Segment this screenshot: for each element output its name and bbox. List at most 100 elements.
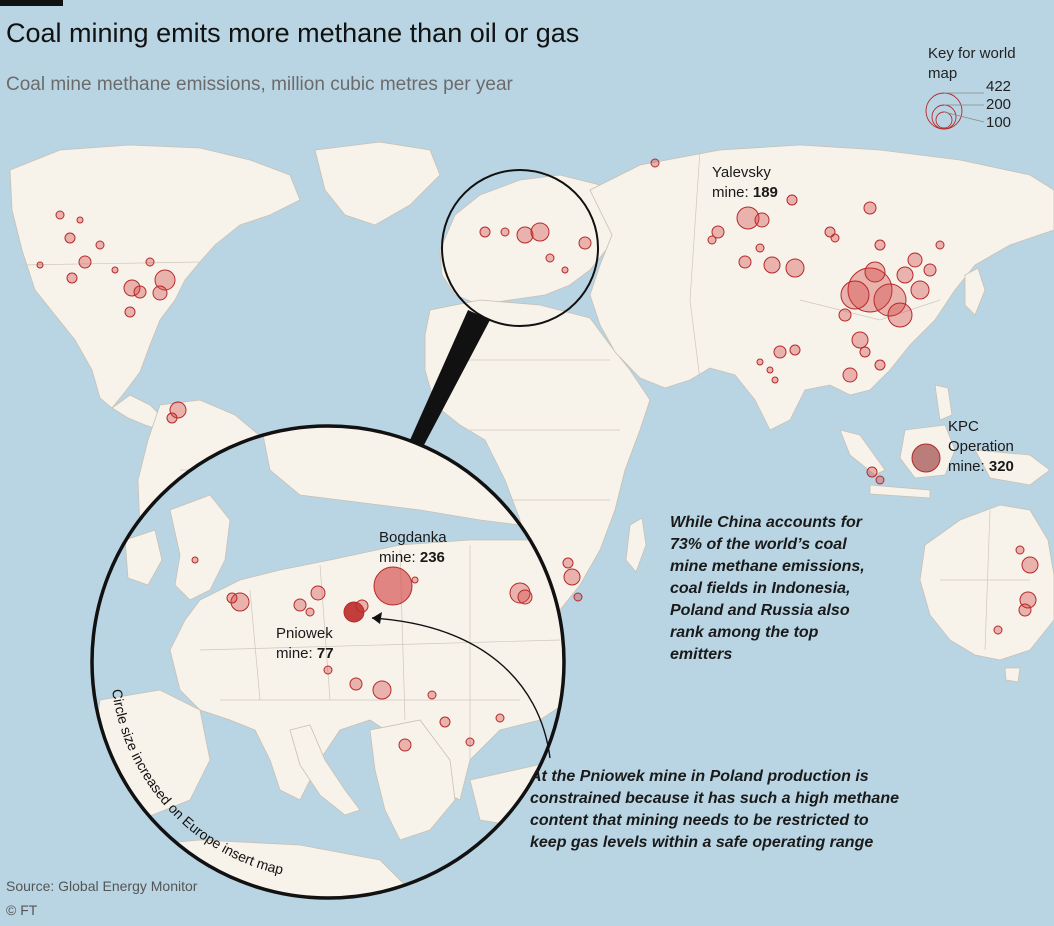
- africa-land: [424, 299, 651, 611]
- bubble-us-5: [78, 255, 92, 269]
- key-circles: [925, 92, 985, 130]
- bubble-china-4: [887, 302, 913, 328]
- bubble-us-9: [124, 306, 136, 318]
- new-guinea-land: [974, 449, 1051, 486]
- ft-top-bar: [0, 0, 63, 6]
- bubble-us-7: [95, 240, 105, 250]
- bubble-russia-5: [786, 194, 798, 206]
- bubble-us-1: [154, 269, 176, 291]
- bubble-myanmar-1: [842, 367, 858, 383]
- pniowek-value: 77: [316, 645, 334, 662]
- bubble-sa-2: [562, 557, 574, 569]
- bubble-china-1: [847, 267, 893, 313]
- insert-italy-land: [289, 724, 361, 816]
- bubble-russia-12: [755, 243, 765, 253]
- bubble-insert-19: [411, 576, 419, 584]
- bubble-insert-12: [349, 677, 363, 691]
- bubble-russia-8: [763, 256, 781, 274]
- bubble-insert-16: [495, 713, 505, 723]
- bubble-china-2: [873, 283, 907, 317]
- bubble-india-3: [766, 366, 774, 374]
- pniowek-prefix: mine:: [276, 645, 317, 662]
- bubble-indonesia-2: [866, 466, 878, 478]
- europe-focus-circle: [441, 169, 599, 327]
- yalevsky-prefix: mine:: [712, 184, 753, 201]
- bubble-insert-9: [509, 582, 531, 604]
- java-land: [869, 484, 931, 499]
- insert-uk-land: [169, 494, 231, 601]
- bubble-india-5: [756, 358, 764, 366]
- madagascar-land: [625, 517, 647, 573]
- greenland-land: [314, 141, 441, 226]
- bubble-europe-3: [479, 226, 491, 238]
- bubble-russia-2: [754, 212, 770, 228]
- insert-balkans-land: [369, 719, 456, 841]
- bogdanka-value: 236: [419, 549, 445, 566]
- bubble-us-13: [36, 261, 44, 269]
- page-title: Coal mining emits more methane than oil …: [6, 18, 580, 48]
- kpc-name-1: KPC: [948, 418, 979, 435]
- bubble-insert-13: [398, 738, 412, 752]
- bubble-insert-18: [427, 690, 437, 700]
- japan-land: [964, 267, 986, 316]
- bubble-aus-1: [1021, 556, 1039, 574]
- kpc-label: KPC Operation mine: 320: [948, 417, 1014, 477]
- insert-borders: [199, 545, 561, 760]
- bubble-insert-14: [439, 716, 451, 728]
- bubble-china-14: [830, 233, 840, 243]
- bubble-russia-4: [707, 235, 717, 245]
- bubble-us-10: [55, 210, 65, 220]
- bubble-india-4: [771, 376, 779, 384]
- bubble-insert-17: [323, 665, 333, 675]
- pniowek-arrow-line: [371, 617, 551, 759]
- bubble-insert-10: [517, 589, 533, 605]
- bubble-europe-6: [545, 253, 555, 263]
- insert-emission-bubbles: [191, 556, 533, 752]
- key-value-200: 200: [986, 96, 1012, 113]
- bubble-insert-7: [310, 585, 326, 601]
- bubble-yalevsky: [736, 206, 760, 230]
- china-note-line: rank among the top: [670, 624, 819, 641]
- bubble-us-11: [76, 216, 84, 224]
- china-note-line: While China accounts for: [670, 514, 863, 531]
- bubble-insert-3: [355, 599, 369, 613]
- bubble-sa-3: [573, 592, 583, 602]
- insert-frame-circle: [90, 424, 566, 900]
- bubble-insert-4: [230, 592, 250, 612]
- pniowek-arrow-head: [372, 612, 382, 624]
- bubble-insert-5: [226, 592, 238, 604]
- bubble-us-12: [111, 266, 119, 274]
- bubble-europe-1: [516, 226, 534, 244]
- china-note-line: 73% of the world’s coal: [670, 536, 847, 553]
- china-note-line: emitters: [670, 646, 733, 663]
- tasmania-land: [1004, 667, 1021, 683]
- bubble-insert-8: [305, 607, 315, 617]
- bubble-us-8: [64, 232, 76, 244]
- bubble-aus-4: [993, 625, 1003, 635]
- bubble-europe-7: [561, 266, 569, 274]
- china-note-line: coal fields in Indonesia,: [670, 580, 851, 597]
- bubble-aus-5: [1015, 545, 1025, 555]
- bubble-aus-3: [1018, 603, 1032, 617]
- bubble-china-7: [907, 252, 923, 268]
- europe-land: [439, 174, 621, 306]
- bubble-vietnam-1: [874, 359, 886, 371]
- world-emission-bubbles: [36, 158, 1039, 635]
- bubble-insert-15: [465, 737, 475, 747]
- key-value-422: 422: [986, 78, 1012, 95]
- land-masses: [9, 141, 1054, 736]
- bubble-us-14: [145, 257, 155, 267]
- bubble-china-12: [910, 280, 930, 300]
- pniowek-note-line: keep gas levels within a safe operating …: [530, 834, 874, 851]
- europe-insert: Circle size increased on Europe insert m…: [90, 424, 566, 900]
- kpc-name-2: Operation: [948, 438, 1014, 455]
- bubble-indonesia-3: [875, 475, 885, 485]
- bubble-china-13: [838, 308, 852, 322]
- bubble-china-3: [840, 280, 870, 310]
- bubble-kpc: [911, 443, 941, 473]
- asia-land: [589, 144, 1054, 431]
- insert-ireland-land: [124, 529, 163, 586]
- pniowek-note-line: constrained because it has such a high m…: [530, 790, 899, 807]
- bubble-insert-20: [191, 556, 199, 564]
- yalevsky-label: Yalevsky mine: 189: [712, 163, 778, 203]
